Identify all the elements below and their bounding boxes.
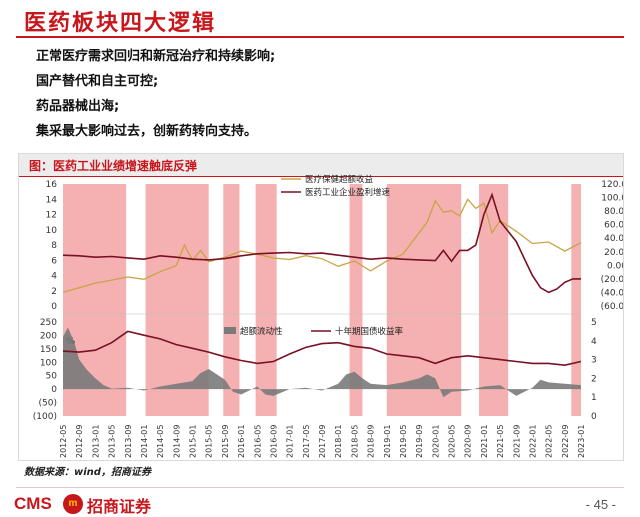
x-tick-label: 2022-01	[528, 425, 537, 458]
shaded-period-band	[349, 184, 363, 416]
x-tick-label: 2022-09	[561, 425, 570, 458]
x-tick-label: 2018-01	[334, 425, 343, 458]
lower-right-tick-label: 0	[591, 412, 597, 422]
series-line-10y-bond-yield	[62, 330, 582, 367]
bullet-item: 集采最大影响过去，创新药转向支持。	[36, 124, 258, 139]
upper-right-tick-label: 40.00	[604, 234, 623, 244]
x-tick-label: 2019-09	[415, 425, 424, 458]
x-tick-label: 2016-01	[237, 425, 246, 458]
chart-title-bar: 图：医药工业业绩增速触底反弹	[19, 154, 623, 177]
x-tick-label: 2013-09	[124, 425, 133, 458]
logo-company-name: 招商证券	[87, 497, 152, 516]
lower-left-tick-label: 50	[46, 372, 58, 382]
shaded-period-band	[255, 184, 277, 416]
x-tick-label: 2021-01	[480, 425, 489, 458]
upper-right-tick-label: 0.00	[607, 261, 623, 271]
lower-right-tick-label: 1	[591, 393, 597, 403]
legend-swatch-excess-liquidity	[224, 327, 236, 334]
x-tick-label: 2012-05	[59, 425, 68, 458]
upper-left-tick-label: 6	[51, 256, 57, 266]
lower-left-tick-label: 150	[40, 345, 57, 355]
series-line-healthcare-excess-return	[62, 198, 582, 293]
upper-right-tick-label: 80.00	[604, 207, 623, 217]
x-tick-label: 2023-01	[577, 425, 586, 458]
title-underline	[16, 36, 624, 38]
lower-right-tick-label: 2	[591, 374, 597, 384]
chart-svg: 0246810121416(60.00)(40.00)(20.00)0.0020…	[33, 174, 623, 458]
upper-left-tick-label: 14	[46, 195, 58, 205]
upper-right-tick-label: 60.00	[604, 221, 623, 231]
upper-right-tick-label: (60.00)	[601, 302, 623, 312]
x-tick-label: 2016-05	[253, 425, 262, 458]
upper-right-tick-label: (40.00)	[601, 288, 623, 298]
x-tick-label: 2017-09	[318, 425, 327, 458]
x-tick-label: 2014-05	[156, 425, 165, 458]
x-tick-label: 2020-09	[464, 425, 473, 458]
x-tick-label: 2021-05	[496, 425, 505, 458]
upper-left-tick-label: 10	[46, 226, 58, 236]
lower-right-tick-label: 3	[591, 356, 597, 366]
upper-right-tick-label: (20.00)	[601, 275, 623, 285]
legend-label-excess-liquidity: 超额流动性	[240, 326, 283, 337]
logo-mark-icon: m	[63, 494, 83, 514]
bullet-item: 药品器械出海;	[36, 99, 120, 114]
bullet-item: 国产替代和自主可控;	[36, 74, 159, 89]
x-tick-label: 2016-09	[269, 425, 278, 458]
legend-label-pharma-profit-growth: 医药工业企业盈利增速	[305, 187, 391, 198]
x-tick-label: 2013-01	[91, 425, 100, 458]
source-note: 数据来源：wind，招商证券	[24, 467, 151, 478]
x-tick-label: 2015-09	[221, 425, 230, 458]
chart-title: 图：医药工业业绩增速触底反弹	[29, 159, 198, 173]
lower-left-tick-label: (50)	[39, 399, 57, 409]
footer-divider	[16, 487, 624, 488]
x-tick-label: 2020-05	[448, 425, 457, 458]
x-tick-label: 2019-05	[399, 425, 408, 458]
lower-left-tick-label: 200	[40, 331, 57, 341]
x-tick-label: 2021-09	[512, 425, 521, 458]
lower-right-tick-label: 5	[591, 318, 597, 328]
x-tick-label: 2015-01	[189, 425, 198, 458]
x-tick-label: 2018-05	[350, 425, 359, 458]
upper-left-tick-label: 0	[51, 302, 57, 312]
x-tick-label: 2020-01	[431, 425, 440, 458]
lower-left-tick-label: 0	[51, 385, 57, 395]
lower-left-tick-label: (100)	[33, 412, 57, 422]
x-tick-label: 2014-09	[172, 425, 181, 458]
upper-left-tick-label: 8	[51, 241, 57, 251]
upper-left-tick-label: 12	[46, 211, 57, 221]
logo-text: CMS	[14, 494, 52, 513]
upper-left-tick-label: 16	[46, 180, 58, 190]
series-line-pharma-profit-growth	[62, 192, 581, 294]
shaded-period-band	[571, 184, 581, 416]
legend-label-10y-bond-yield: 十年期国债收益率	[335, 326, 404, 337]
upper-left-tick-label: 2	[51, 287, 57, 297]
page-number: - 45 -	[585, 497, 616, 512]
upper-right-tick-label: 100.00	[601, 194, 623, 204]
x-tick-label: 2019-01	[383, 425, 392, 458]
upper-left-tick-label: 4	[51, 272, 57, 282]
x-tick-label: 2013-05	[108, 425, 117, 458]
upper-right-tick-label: 120.00	[601, 180, 623, 190]
x-tick-label: 2012-09	[75, 425, 84, 458]
x-tick-label: 2017-05	[302, 425, 311, 458]
x-tick-label: 2022-05	[545, 425, 554, 458]
bullet-list: 正常医疗需求回归和新冠治疗和持续影响; 国产替代和自主可控; 药品器械出海; 集…	[36, 44, 275, 144]
x-tick-label: 2017-01	[286, 425, 295, 458]
lower-right-tick-label: 4	[591, 337, 597, 347]
x-tick-label: 2014-01	[140, 425, 149, 458]
lower-left-tick-label: 250	[40, 318, 57, 328]
x-tick-label: 2018-09	[367, 425, 376, 458]
bullet-item: 正常医疗需求回归和新冠治疗和持续影响;	[36, 49, 276, 64]
chart-panel: 图：医药工业业绩增速触底反弹 0246810121416(60.00)(40.0…	[18, 153, 624, 461]
legend-label-healthcare-excess-return: 医疗保健超额收益	[305, 174, 374, 185]
lower-left-tick-label: 100	[40, 358, 57, 368]
upper-right-tick-label: 20.00	[604, 248, 623, 258]
slide-title: 医药板块四大逻辑	[24, 10, 217, 36]
x-tick-label: 2015-05	[205, 425, 214, 458]
